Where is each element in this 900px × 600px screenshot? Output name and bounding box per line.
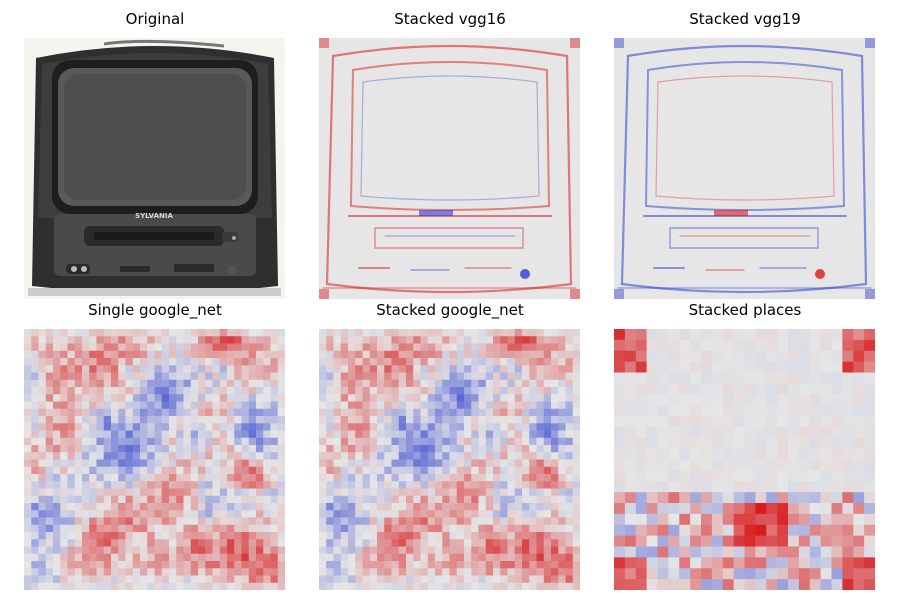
panel-original: Original SYLVANIA: [24, 10, 286, 300]
panel-single-google-net: Single google_net: [24, 301, 286, 591]
panel-stacked-vgg16: Stacked vgg16: [319, 10, 581, 300]
panel-stacked-vgg19: Stacked vgg19: [614, 10, 876, 300]
panel-title-stacked-vgg19: Stacked vgg19: [689, 10, 801, 28]
panel-stacked-places: Stacked places: [614, 301, 876, 591]
panel-stacked-google-net: Stacked google_net: [319, 301, 581, 591]
panel-title-single-google-net: Single google_net: [88, 301, 222, 319]
original-tv-image: SYLVANIA: [24, 38, 285, 299]
panel-title-stacked-places: Stacked places: [688, 301, 802, 319]
single-google-net-saliency-map: [24, 329, 285, 590]
stacked-places-saliency-map: [614, 329, 875, 590]
panel-title-stacked-google-net: Stacked google_net: [376, 301, 524, 319]
panel-title-stacked-vgg16: Stacked vgg16: [394, 10, 506, 28]
panel-title-original: Original: [125, 10, 185, 28]
stacked-google-net-saliency-map: [319, 329, 580, 590]
stacked-vgg16-saliency-map: [319, 38, 580, 299]
brand-logo: SYLVANIA: [135, 212, 173, 220]
stacked-vgg19-saliency-map: [614, 38, 875, 299]
